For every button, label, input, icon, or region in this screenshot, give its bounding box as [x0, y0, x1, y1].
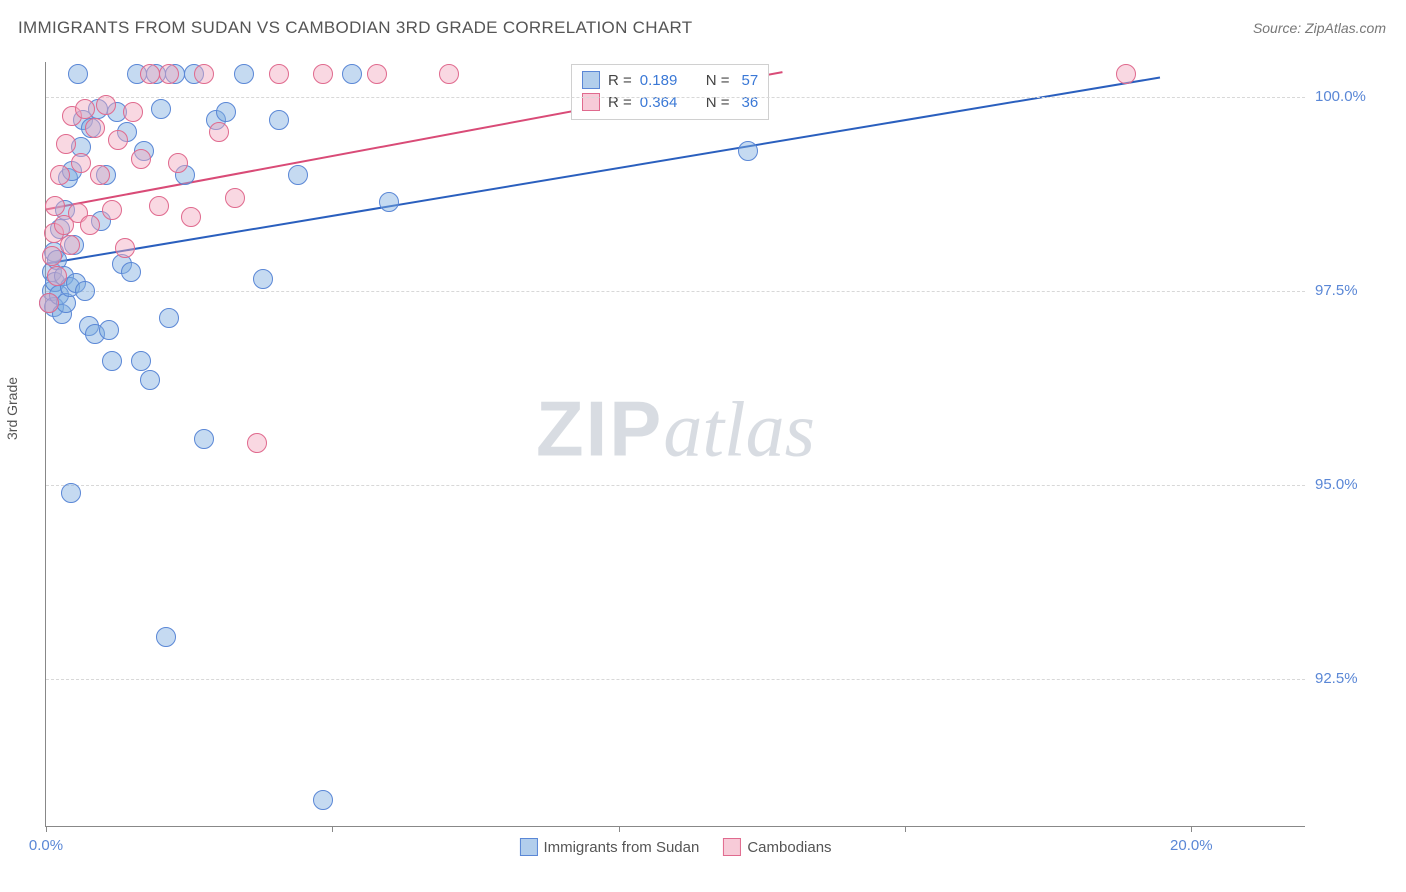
data-point-cambodian: [225, 188, 245, 208]
data-point-cambodian: [313, 64, 333, 84]
data-point-sudan: [342, 64, 362, 84]
data-point-sudan: [738, 141, 758, 161]
gridline-h: [46, 291, 1305, 292]
y-axis-label: 3rd Grade: [4, 377, 20, 440]
data-point-cambodian: [1116, 64, 1136, 84]
legend-n-value: 57: [742, 72, 759, 89]
legend-series-label: Immigrants from Sudan: [543, 839, 699, 856]
data-point-cambodian: [50, 165, 70, 185]
data-point-sudan: [102, 351, 122, 371]
legend-swatch: [723, 838, 741, 856]
legend-series-item: Immigrants from Sudan: [519, 838, 699, 856]
data-point-sudan: [99, 320, 119, 340]
data-point-sudan: [131, 351, 151, 371]
y-tick-label: 97.5%: [1315, 282, 1395, 299]
data-point-sudan: [234, 64, 254, 84]
data-point-cambodian: [47, 266, 67, 286]
data-point-sudan: [68, 64, 88, 84]
data-point-cambodian: [159, 64, 179, 84]
data-point-cambodian: [75, 99, 95, 119]
gridline-h: [46, 679, 1305, 680]
gridline-h: [46, 485, 1305, 486]
gridline-h: [46, 97, 1305, 98]
x-tick: [332, 826, 333, 832]
legend-correlation-row: R =0.364N =36: [582, 91, 758, 113]
data-point-sudan: [313, 790, 333, 810]
data-point-sudan: [288, 165, 308, 185]
data-point-cambodian: [168, 153, 188, 173]
x-tick: [905, 826, 906, 832]
data-point-sudan: [156, 627, 176, 647]
data-point-cambodian: [60, 235, 80, 255]
legend-series-label: Cambodians: [747, 839, 831, 856]
data-point-cambodian: [194, 64, 214, 84]
data-point-cambodian: [102, 200, 122, 220]
data-point-cambodian: [209, 122, 229, 142]
x-tick: [46, 826, 47, 832]
data-point-sudan: [379, 192, 399, 212]
data-point-cambodian: [45, 196, 65, 216]
data-point-sudan: [269, 110, 289, 130]
data-point-sudan: [253, 269, 273, 289]
y-tick-label: 92.5%: [1315, 670, 1395, 687]
data-point-sudan: [140, 370, 160, 390]
x-tick-label: 0.0%: [29, 837, 63, 854]
data-point-sudan: [121, 262, 141, 282]
legend-n-label: N =: [706, 72, 730, 89]
data-point-cambodian: [80, 215, 100, 235]
x-tick-label: 20.0%: [1170, 837, 1213, 854]
legend-correlation: R = 0.189 N = 57 R =0.364N =36: [571, 64, 769, 120]
legend-swatch: [519, 838, 537, 856]
source-label: Source: ZipAtlas.com: [1253, 20, 1386, 36]
data-point-sudan: [194, 429, 214, 449]
x-tick: [1191, 826, 1192, 832]
data-point-cambodian: [439, 64, 459, 84]
data-point-cambodian: [71, 153, 91, 173]
data-point-cambodian: [367, 64, 387, 84]
data-point-cambodian: [115, 238, 135, 258]
legend-series: Immigrants from Sudan Cambodians: [519, 838, 831, 856]
data-point-cambodian: [42, 246, 62, 266]
x-tick: [619, 826, 620, 832]
legend-swatch: [582, 93, 600, 111]
data-point-cambodian: [56, 134, 76, 154]
legend-swatch: [582, 71, 600, 89]
data-point-cambodian: [90, 165, 110, 185]
trend-lines: [46, 62, 1305, 826]
y-tick-label: 95.0%: [1315, 476, 1395, 493]
data-point-sudan: [159, 308, 179, 328]
data-point-cambodian: [39, 293, 59, 313]
data-point-cambodian: [96, 95, 116, 115]
data-point-cambodian: [140, 64, 160, 84]
data-point-sudan: [216, 102, 236, 122]
data-point-cambodian: [131, 149, 151, 169]
data-point-cambodian: [108, 130, 128, 150]
data-point-sudan: [61, 483, 81, 503]
legend-r-label: R =: [608, 72, 632, 89]
y-tick-label: 100.0%: [1315, 88, 1395, 105]
plot-area: ZIPatlas R =0.189N =57R =0.364N =36 Immi…: [45, 62, 1305, 827]
data-point-cambodian: [149, 196, 169, 216]
data-point-cambodian: [181, 207, 201, 227]
legend-r-value: 0.189: [640, 72, 692, 89]
data-point-sudan: [75, 281, 95, 301]
data-point-cambodian: [269, 64, 289, 84]
legend-series-item: Cambodians: [723, 838, 831, 856]
data-point-cambodian: [85, 118, 105, 138]
chart-title: IMMIGRANTS FROM SUDAN VS CAMBODIAN 3RD G…: [18, 18, 692, 38]
data-point-cambodian: [247, 433, 267, 453]
legend-correlation-row: R = 0.189 N = 57: [582, 69, 758, 91]
data-point-cambodian: [123, 102, 143, 122]
data-point-sudan: [151, 99, 171, 119]
